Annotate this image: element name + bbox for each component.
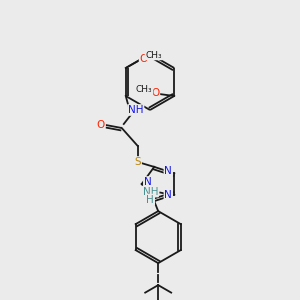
Text: S: S <box>134 157 141 167</box>
Text: O: O <box>97 120 105 130</box>
Text: CH₃: CH₃ <box>136 85 153 94</box>
Text: O: O <box>151 88 159 98</box>
Text: CH₃: CH₃ <box>146 50 162 59</box>
Text: NH: NH <box>142 187 158 196</box>
Text: N: N <box>164 167 172 176</box>
Text: H: H <box>146 195 154 205</box>
Text: N: N <box>144 177 152 187</box>
Text: N: N <box>164 190 172 200</box>
Text: NH: NH <box>128 105 143 115</box>
Text: O: O <box>140 54 148 64</box>
